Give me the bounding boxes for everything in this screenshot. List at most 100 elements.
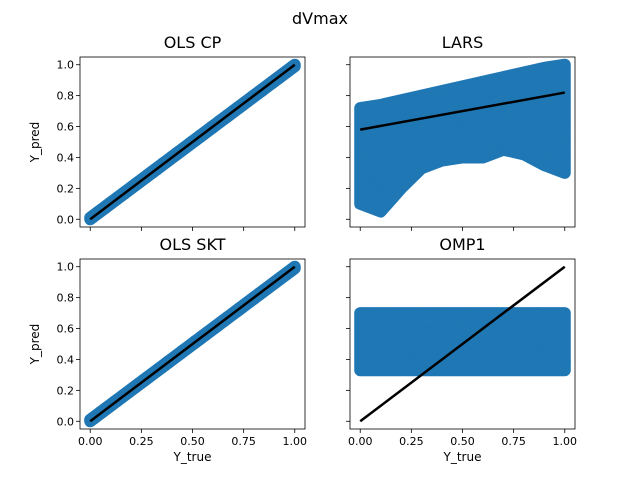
x-tick-label: 1.00 [553, 435, 578, 448]
scatter-point [491, 347, 504, 360]
scatter-point [425, 131, 438, 144]
scatter-point [452, 144, 465, 157]
scatter-point [530, 113, 543, 126]
scatter-point [381, 330, 393, 343]
scatter-point [547, 82, 560, 95]
scatter-point [410, 165, 423, 178]
scatter-point [550, 346, 563, 359]
scatter-point [385, 357, 398, 370]
scatter-point [465, 146, 478, 159]
subplot-title: OMP1 [439, 235, 485, 254]
scatter-point [485, 143, 498, 156]
scatter-point [505, 317, 518, 330]
y-axis-label: Y_pred [28, 122, 42, 164]
y-tick-label: 0.2 [57, 182, 75, 195]
scatter-point [362, 193, 375, 205]
scatter-point [480, 325, 493, 338]
scatter-point [540, 309, 552, 321]
scatter-point [461, 307, 474, 320]
scatter-point [464, 95, 477, 108]
scatter-point [502, 109, 515, 122]
scatter-point [409, 335, 421, 347]
scatter-point [551, 159, 564, 172]
x-axis-label: Y_true [173, 450, 212, 464]
scatter-point [537, 76, 550, 89]
scatter-point [476, 314, 489, 326]
scatter-point [487, 131, 500, 144]
scatter-point [448, 327, 461, 340]
scatter-point [531, 317, 544, 330]
scatter-point [548, 332, 561, 345]
scatter-point [389, 323, 402, 335]
scatter-point [483, 121, 495, 134]
scatter-point [466, 119, 479, 132]
scatter-point [453, 82, 466, 95]
scatter-point [496, 81, 509, 94]
scatter-point [536, 334, 549, 347]
scatter-point [371, 337, 384, 350]
scatter-point [370, 138, 383, 151]
scatter-point [511, 73, 523, 86]
scatter-point [393, 309, 406, 322]
scatter-point [396, 147, 409, 160]
fit-line [360, 91, 565, 131]
scatter-point [357, 150, 370, 163]
scatter-point [379, 137, 392, 150]
subplot-lars: LARS [346, 33, 576, 231]
scatter-point [467, 135, 480, 148]
x-tick-label: 0.50 [450, 435, 475, 448]
scatter-point [555, 64, 568, 77]
scatter-point [360, 166, 373, 179]
scatter-point [394, 131, 407, 144]
x-tick-label: 0.75 [231, 435, 256, 448]
scatter-point [368, 149, 381, 162]
scatter-point [504, 329, 517, 342]
x-tick-label: 0.75 [501, 435, 526, 448]
y-tick-label: 1.0 [57, 261, 75, 274]
scatter-point [522, 131, 535, 144]
scatter-point [540, 150, 553, 163]
y-tick-label: 1.0 [57, 59, 75, 72]
scatter-point [357, 135, 370, 148]
y-tick-label: 0.2 [57, 384, 75, 397]
scatter-point [452, 317, 465, 330]
scatter-point [379, 310, 391, 323]
scatter-point [392, 106, 405, 119]
x-tick-label: 0.50 [180, 435, 205, 448]
y-tick-label: 0.6 [57, 121, 75, 134]
scatter-point [503, 137, 516, 150]
scatter-point [369, 313, 382, 326]
x-tick-label: 0.25 [129, 435, 154, 448]
scatter-point [400, 167, 413, 180]
subplot-ols-skt: 0.00 0.25 0.50 0.75 1.00 0.0 0.2 0.4 0.6 0.8 1.0 OL… [28, 235, 307, 464]
fit-line [89, 63, 296, 221]
scatter-point [394, 351, 407, 364]
x-tick-label: 0.00 [348, 435, 373, 448]
scatter-point [440, 317, 453, 330]
scatter-point [462, 81, 475, 94]
y-tick-label: 0.4 [57, 353, 75, 366]
scatter-point [400, 95, 413, 107]
scatter-point [523, 149, 536, 162]
scatter-point [479, 354, 492, 367]
scatter-point [413, 124, 426, 137]
scatter-point [541, 351, 554, 364]
scatter-point [450, 361, 463, 374]
scatter-point [517, 324, 530, 337]
scatter-point [381, 172, 394, 184]
scatter-point [354, 325, 367, 338]
scatter-point [393, 340, 406, 353]
scatter-point [355, 110, 368, 123]
subplot-ols-cp: 0.0 0.2 0.4 0.6 0.8 1.0 OLS CP Y_pred [28, 33, 306, 231]
scatter-point [376, 361, 389, 374]
fit-line [359, 265, 566, 423]
scatter-point [493, 361, 506, 374]
y-axis-label: Y_pred [28, 324, 42, 366]
y-tick-label: 0.0 [57, 415, 75, 428]
scatter-point [409, 311, 422, 324]
scatter-point [375, 100, 388, 113]
y-tick-label: 0.8 [57, 292, 75, 305]
scatter-point [493, 337, 506, 350]
scatter-point [474, 81, 487, 94]
